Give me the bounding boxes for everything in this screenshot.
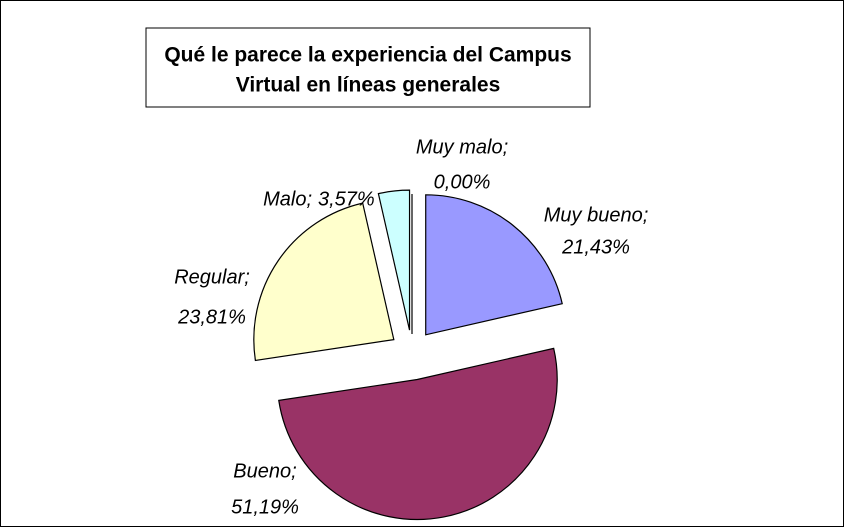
pie-slice — [253, 202, 395, 362]
title-box — [145, 27, 591, 108]
slice-label: Bueno; — [233, 460, 296, 482]
slice-value-label: 23,81% — [177, 306, 246, 328]
slice-value-label: 51,19% — [231, 496, 299, 518]
slice-label: Regular; — [174, 266, 250, 288]
pie-slice — [425, 194, 563, 336]
pie-slice — [377, 189, 411, 331]
pie-slice — [278, 347, 558, 521]
slice-value-label: 21,43% — [561, 236, 630, 258]
slice-label: Muy malo; — [416, 136, 508, 158]
chart-title: Virtual en líneas generales — [236, 74, 501, 97]
chart-title: Qué le parece la experiencia del Campus — [164, 44, 571, 67]
slice-label: Muy bueno; — [544, 204, 649, 226]
slice-value-label: 0,00% — [434, 171, 491, 193]
slice-value-label: 3,57% — [318, 188, 375, 210]
slice-label: Malo; — [263, 188, 312, 210]
